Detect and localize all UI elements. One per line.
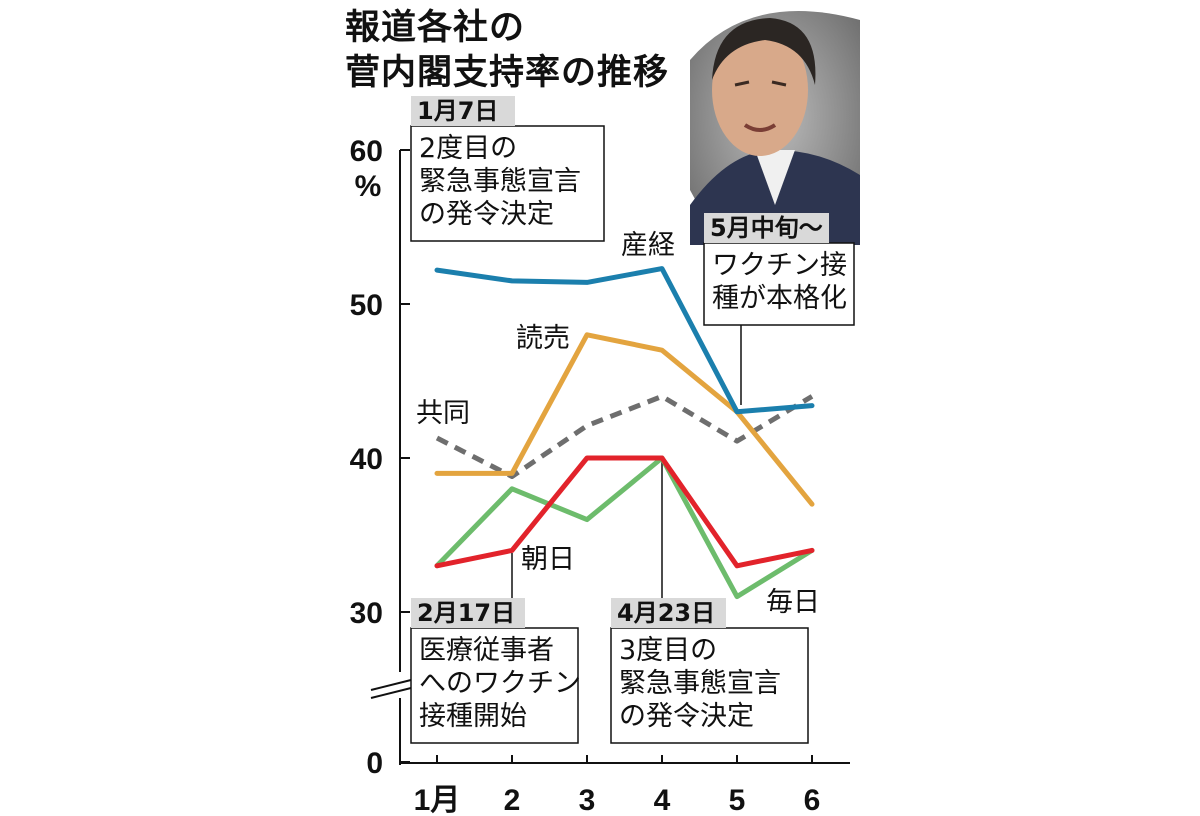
date-tag bbox=[411, 598, 525, 628]
callout-box bbox=[410, 125, 605, 242]
event-text-line: の発令決定 bbox=[619, 701, 754, 732]
event-text-line: 2度目の bbox=[419, 133, 517, 164]
x-tick-label: 2 bbox=[504, 784, 521, 816]
event-text-line: 3度目の bbox=[619, 635, 717, 666]
x-tick-label: 1月 bbox=[414, 784, 461, 816]
series-line bbox=[434, 455, 815, 569]
event-text-line: 医療従事者 bbox=[419, 635, 554, 666]
series-line bbox=[434, 455, 815, 600]
event-text-line: の発令決定 bbox=[419, 199, 554, 230]
y-tick-label: 40 bbox=[350, 443, 383, 476]
title-line-2: 菅内閣支持率の推移 bbox=[345, 53, 670, 93]
chart-title: 報道各社の 菅内閣支持率の推移 bbox=[345, 6, 669, 96]
axis-break-mark bbox=[370, 687, 412, 699]
date-tag bbox=[611, 598, 726, 628]
portrait-photo bbox=[690, 0, 860, 245]
event-text-line: 緊急事態宣言 bbox=[419, 166, 581, 197]
x-tick-label: 6 bbox=[804, 784, 821, 816]
event-text-line: へのワクチン bbox=[419, 668, 581, 699]
series-label: 共同 bbox=[416, 398, 470, 429]
x-tick-label: 4 bbox=[654, 784, 671, 816]
y-tick-label: 50 bbox=[350, 289, 383, 322]
series-line bbox=[434, 332, 815, 507]
series-line bbox=[434, 266, 815, 415]
series-label: 毎日 bbox=[766, 587, 820, 618]
series-label: 産経 bbox=[621, 230, 675, 261]
callout-box bbox=[703, 242, 855, 326]
event-date: 1月7日 bbox=[417, 97, 498, 125]
series-label: 朝日 bbox=[521, 544, 575, 575]
callout-box bbox=[610, 627, 809, 744]
event-date: 4月23日 bbox=[617, 599, 715, 627]
callout-box bbox=[410, 627, 579, 744]
series-line bbox=[435, 393, 814, 479]
y-tick-label: 0 bbox=[366, 747, 383, 780]
series-label: 読売 bbox=[516, 323, 570, 354]
date-tag bbox=[704, 213, 829, 243]
event-text-line: 緊急事態宣言 bbox=[619, 668, 781, 699]
x-tick-label: 5 bbox=[729, 784, 746, 816]
y-unit-label: % bbox=[355, 170, 382, 203]
x-tick-label: 3 bbox=[579, 784, 596, 816]
event-text-line: 種が本格化 bbox=[712, 283, 847, 314]
title-line-1: 報道各社の bbox=[345, 8, 526, 48]
event-date: 2月17日 bbox=[417, 599, 515, 627]
y-tick-label: 60 bbox=[350, 135, 383, 168]
event-date: 5月中旬～ bbox=[710, 214, 823, 242]
event-text-line: 接種開始 bbox=[419, 701, 527, 732]
y-tick-label: 30 bbox=[350, 597, 383, 630]
event-text-line: ワクチン接 bbox=[712, 250, 847, 281]
date-tag bbox=[411, 96, 515, 126]
axis-break-mark bbox=[370, 679, 412, 691]
